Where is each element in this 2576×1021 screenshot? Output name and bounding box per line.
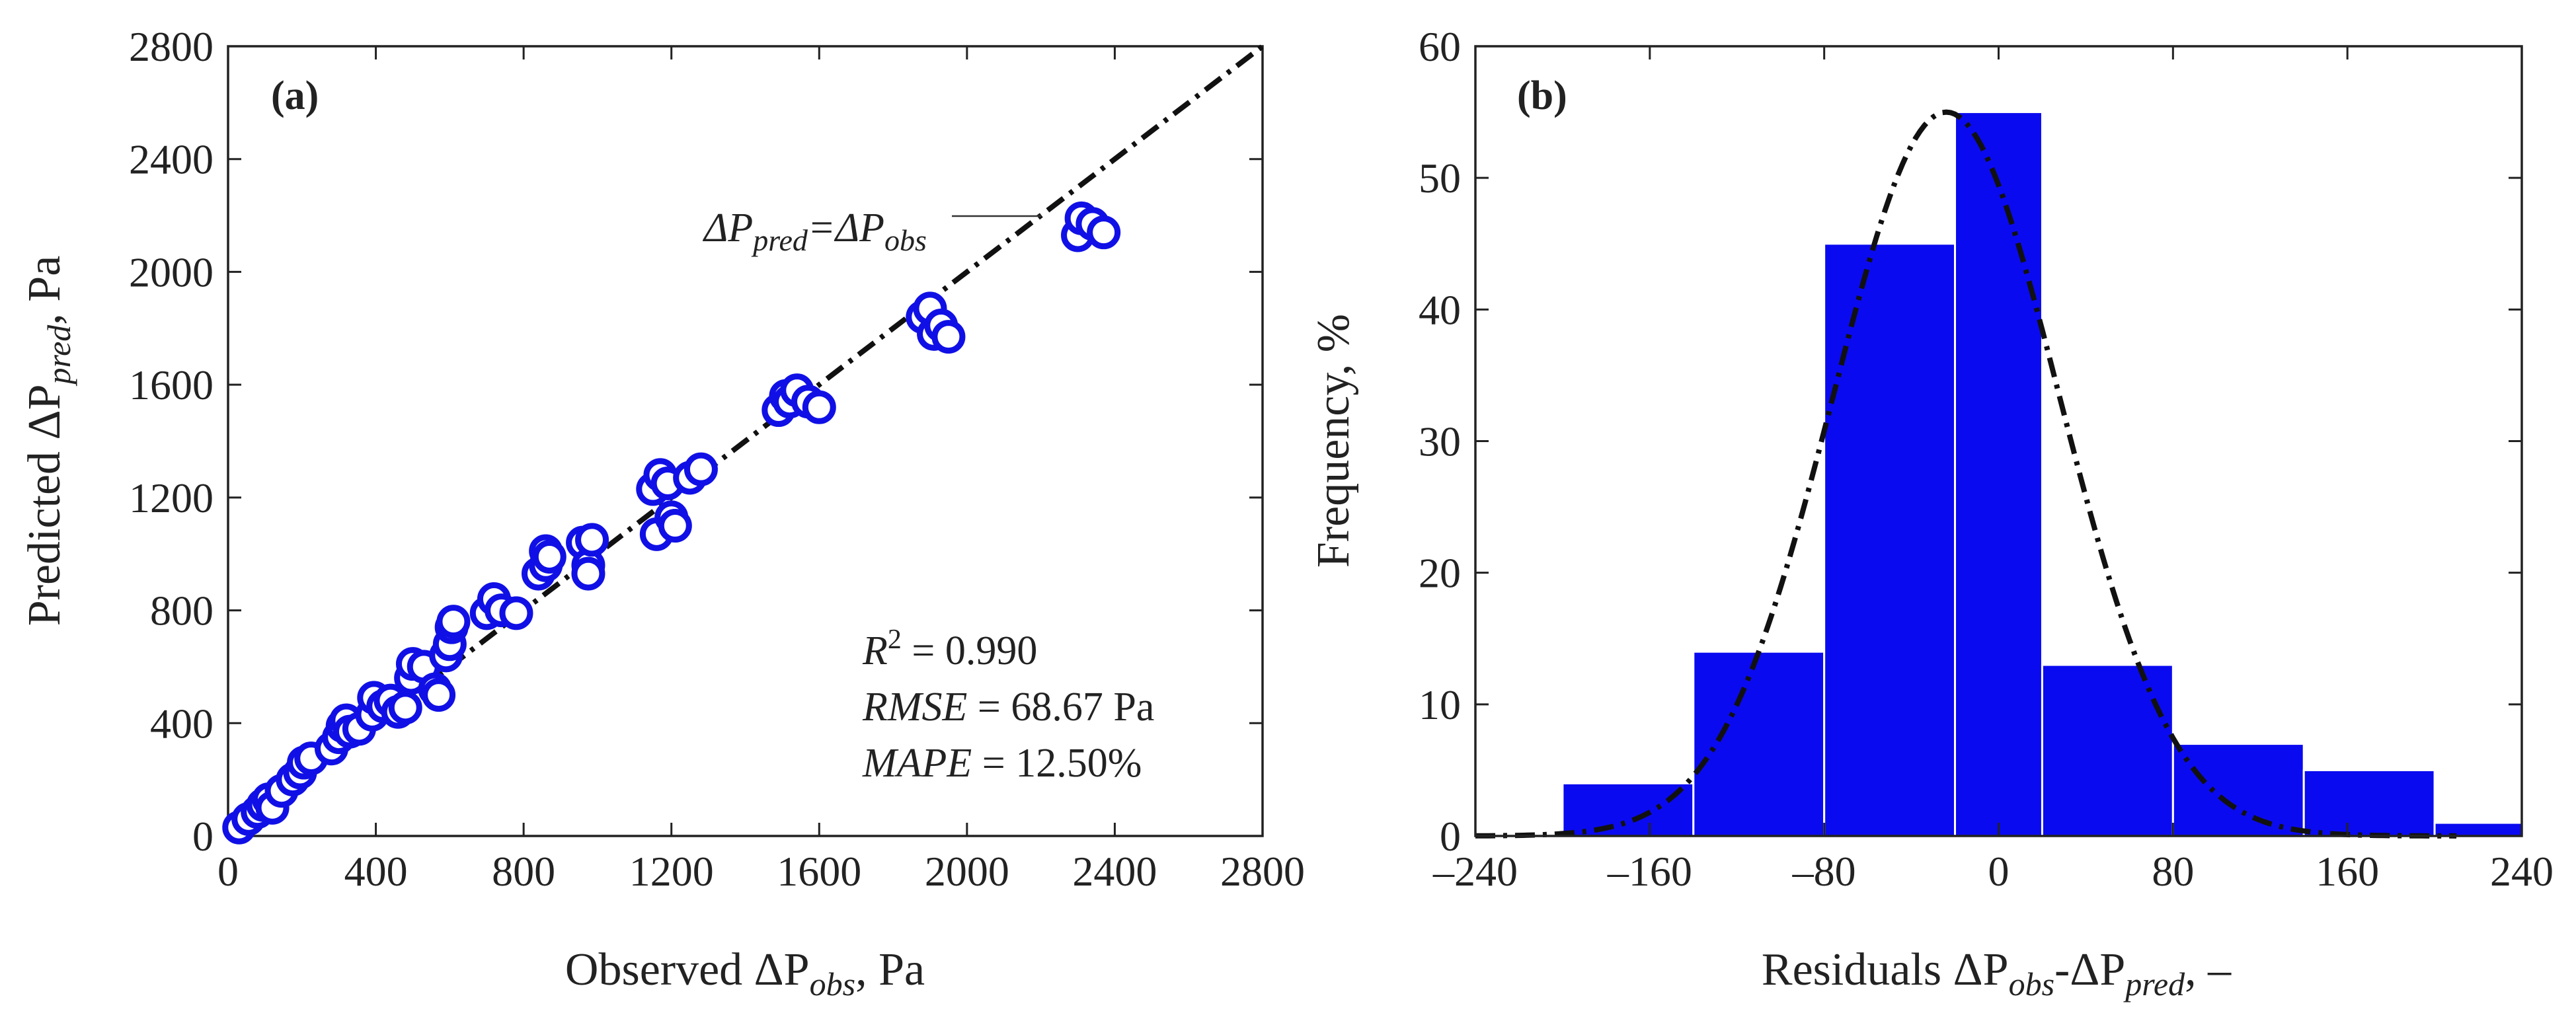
y-tick-label-b: 60 — [1419, 23, 1461, 70]
x-tick-label-a: 1200 — [629, 848, 714, 895]
y-tick-label-b: 30 — [1419, 418, 1461, 465]
x-tick-label-a: 400 — [344, 848, 408, 895]
data-point — [422, 678, 456, 712]
axis-ticks-a: 0 400 800 1200 1600 2000 2400 2800 0 400 800 1200 16… — [129, 23, 1305, 895]
xlabel-a-main: Observed ΔP — [565, 944, 810, 995]
x-tick-label-b: –80 — [1792, 848, 1856, 895]
histogram-bar — [1823, 243, 1957, 837]
x-axis-label-a: Observed ΔPobs, Pa — [565, 944, 925, 1002]
stat-mape: MAPE = 12.50% — [862, 741, 1142, 786]
rmse-value: = 68.67 Pa — [967, 685, 1154, 730]
normal-fit-curve — [1475, 109, 2457, 839]
data-point — [683, 452, 718, 486]
data-point — [575, 523, 609, 557]
mape-value: = 12.50% — [972, 741, 1142, 786]
x-tick-label-a: 2400 — [1072, 848, 1157, 895]
data-point — [388, 691, 422, 725]
ref-lhs: ΔP — [702, 206, 753, 250]
ref-lhs-sub: pred — [751, 223, 808, 257]
data-point — [1087, 215, 1121, 250]
y-tick-label-a: 800 — [150, 587, 214, 634]
mape-label: MAPE — [862, 741, 972, 786]
xlabel-a-sub: obs — [810, 965, 855, 1002]
r2-sup: 2 — [888, 624, 902, 655]
y-tick-label-b: 10 — [1419, 681, 1461, 728]
x-tick-label-a: 0 — [217, 848, 239, 895]
data-point — [499, 596, 533, 630]
xlabel-a-unit: , Pa — [855, 944, 925, 995]
x-axis-label-b: Residuals ΔPobs-ΔPpred, – — [1762, 944, 2232, 1002]
panel-label-a: (a) — [271, 73, 319, 118]
plot-frame-a — [227, 45, 1264, 837]
data-point — [532, 539, 566, 574]
x-tick-label-b: 80 — [2152, 848, 2194, 895]
x-tick-label-a: 800 — [492, 848, 555, 895]
data-point — [571, 556, 605, 591]
data-points — [222, 201, 1121, 845]
data-point — [436, 605, 471, 639]
ref-rhs: =ΔP — [808, 206, 884, 250]
panel-label-b: (b) — [1517, 73, 1567, 118]
x-tick-label-b: –160 — [1607, 848, 1692, 895]
histogram-bar — [1954, 111, 2043, 837]
x-tick-label-a: 2000 — [925, 848, 1009, 895]
x-tick-label-a: 2800 — [1220, 848, 1305, 895]
y-tick-label-a: 1200 — [129, 474, 214, 521]
rmse-label: RMSE — [862, 685, 967, 730]
xlabel-b-mid: -ΔP — [2054, 944, 2125, 995]
data-point — [931, 320, 966, 354]
reference-line-label: ΔPpred=ΔPobs — [702, 206, 927, 257]
histogram-bar — [2433, 821, 2523, 837]
data-point — [802, 390, 836, 424]
y-tick-label-b: 20 — [1419, 550, 1461, 597]
y-axis-label-a: Predicted ΔPpred, Pa — [19, 256, 77, 626]
xlabel-b-sub2: pred — [2123, 965, 2185, 1002]
r2-value: = 0.990 — [902, 628, 1037, 673]
scatter-panel-a: 0 400 800 1200 1600 2000 2400 2800 0 400 800 1200 16… — [19, 23, 1305, 1002]
histogram-panel-b: –240 –160 –80 0 80 160 240 0 10 20 30 40 50 60 (b) Re… — [1308, 23, 2554, 1002]
data-point — [658, 509, 692, 543]
y-axis-label-b: Frequency, % — [1308, 314, 1359, 568]
x-tick-label-a: 1600 — [777, 848, 861, 895]
y-tick-label-b: 40 — [1419, 286, 1461, 333]
histogram-bar — [1692, 650, 1826, 837]
xlabel-b-main: Residuals ΔP — [1762, 944, 2009, 995]
ref-rhs-sub: obs — [884, 223, 927, 257]
ylabel-a-unit: , Pa — [19, 256, 70, 325]
histogram-bar — [2171, 743, 2305, 837]
y-tick-label-a: 2000 — [129, 248, 214, 295]
x-tick-label-b: –240 — [1432, 848, 1518, 895]
xlabel-b-unit: , – — [2185, 944, 2232, 995]
y-tick-label-b: 0 — [1440, 813, 1461, 860]
y-tick-label-b: 50 — [1419, 155, 1461, 202]
x-tick-label-b: 0 — [1988, 848, 2010, 895]
xlabel-b-sub1: obs — [2009, 965, 2054, 1002]
y-tick-label-a: 400 — [150, 700, 214, 747]
y-tick-label-a: 2400 — [129, 136, 214, 183]
y-tick-label-a: 0 — [192, 813, 214, 860]
histogram-bar — [2041, 663, 2174, 837]
x-tick-label-b: 160 — [2316, 848, 2379, 895]
ylabel-a-sub: pred — [40, 324, 77, 387]
y-tick-label-a: 2800 — [129, 23, 214, 70]
ylabel-a-main: Predicted ΔP — [19, 385, 70, 626]
histogram-bars — [1561, 111, 2523, 837]
stat-rmse: RMSE = 68.67 Pa — [862, 685, 1154, 730]
r2-label: R — [862, 628, 888, 673]
histogram-bar — [2302, 769, 2436, 837]
y-tick-label-a: 1600 — [129, 361, 214, 408]
stat-r2: R2 = 0.990 — [862, 624, 1037, 673]
histogram-bar — [1561, 782, 1695, 837]
x-tick-label-b: 240 — [2490, 848, 2554, 895]
axis-ticks-b: –240 –160 –80 0 80 160 240 0 10 20 30 40 50 60 — [1419, 23, 2554, 895]
